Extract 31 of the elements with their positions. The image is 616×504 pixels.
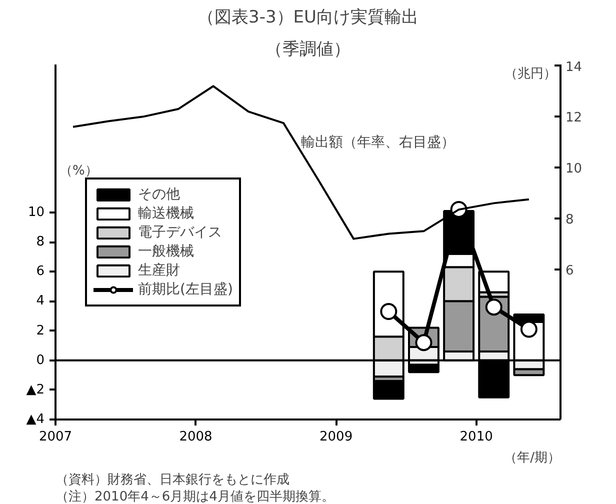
legend-label: その他 xyxy=(138,185,180,203)
y2-tick-label: 12 xyxy=(566,110,582,126)
series-label: 輸出額（年率、右目盛） xyxy=(301,134,456,150)
legend-label: 生産財 xyxy=(138,261,180,279)
y2-tick-label: 8 xyxy=(566,212,574,228)
text: （注）2010年4～6月期は4月値を四半期換算。 xyxy=(56,490,334,504)
legend-label: 一般機械 xyxy=(138,242,194,260)
text: （資料）財務省、日本銀行をもとに作成 xyxy=(56,472,290,488)
legend-label: 前期比(左目盛) xyxy=(138,280,233,298)
y2-tick-label: 10 xyxy=(566,162,582,177)
x-tick-label: 2009 xyxy=(320,430,353,444)
y-tick-label: 4 xyxy=(36,294,45,309)
legend-label: 輸送機械 xyxy=(138,204,194,222)
y-tick-label: 2 xyxy=(36,323,45,338)
y2-tick-label: 14 xyxy=(566,60,582,75)
x-axis-title: （年/期） xyxy=(504,450,561,466)
y-tick-label: 6 xyxy=(36,264,45,280)
x-tick-label: 2008 xyxy=(179,430,212,444)
y-axis-title: （%） xyxy=(60,163,98,178)
y-tick-label: 10 xyxy=(28,204,45,220)
y-tick-label: 0 xyxy=(36,352,45,368)
y-tick-label: ▲2 xyxy=(26,382,45,398)
y-tick-label: ▲4 xyxy=(26,412,45,427)
x-tick-label: 2007 xyxy=(38,430,72,444)
legend-label: 電子デバイス xyxy=(138,223,222,241)
x-tick-label: 2010 xyxy=(460,430,493,444)
y2-tick-label: 6 xyxy=(566,263,574,278)
chart-title: （図表3-3）EU向け実質輸出 xyxy=(198,8,418,28)
y2-axis-title: （兆円） xyxy=(504,66,556,82)
chart-subtitle: （季調値） xyxy=(266,40,350,60)
y-tick-label: 8 xyxy=(36,234,45,250)
